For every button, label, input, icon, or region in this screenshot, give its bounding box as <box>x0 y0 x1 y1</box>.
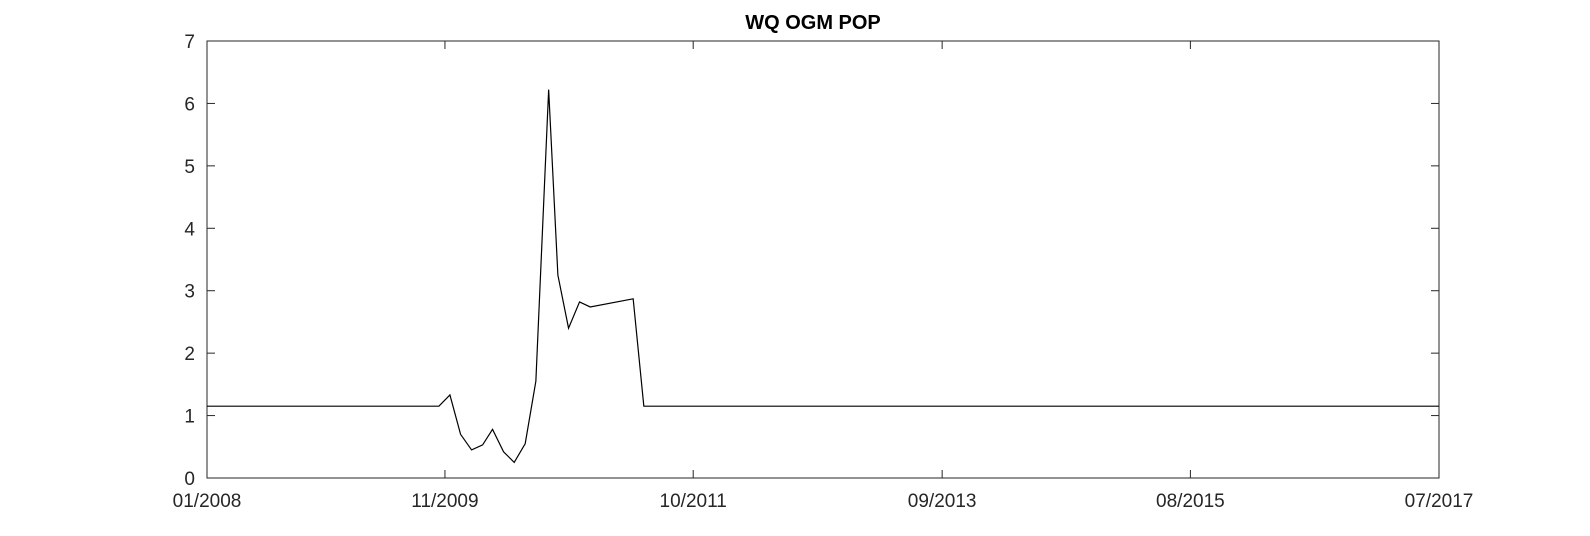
x-axis: 01/2008 11/2009 10/2011 09/2013 08/2015 07/20… <box>173 41 1474 512</box>
y-tick-label: 1 <box>184 407 195 428</box>
y-tick-label: 6 <box>184 94 195 115</box>
x-tick-label: 09/2013 <box>908 491 977 512</box>
chart-title: WQ OGM POP <box>745 12 881 34</box>
y-tick-label: 7 <box>184 32 195 53</box>
y-axis: 0 1 2 3 4 5 6 7 <box>184 32 1439 490</box>
x-tick-label: 07/2017 <box>1405 491 1474 512</box>
y-tick-label: 2 <box>184 344 195 365</box>
y-tick-label: 3 <box>184 282 195 303</box>
x-tick-label: 10/2011 <box>660 491 727 512</box>
x-tick-label: 01/2008 <box>173 491 242 512</box>
x-tick-label: 08/2015 <box>1156 491 1225 512</box>
y-tick-label: 5 <box>184 157 195 178</box>
y-tick-label: 4 <box>184 219 195 240</box>
series-line <box>207 89 1439 464</box>
x-tick-label: 11/2009 <box>411 491 478 512</box>
plot-area-frame <box>206 40 1440 479</box>
series-group <box>206 89 1440 464</box>
y-tick-label: 0 <box>184 469 195 490</box>
